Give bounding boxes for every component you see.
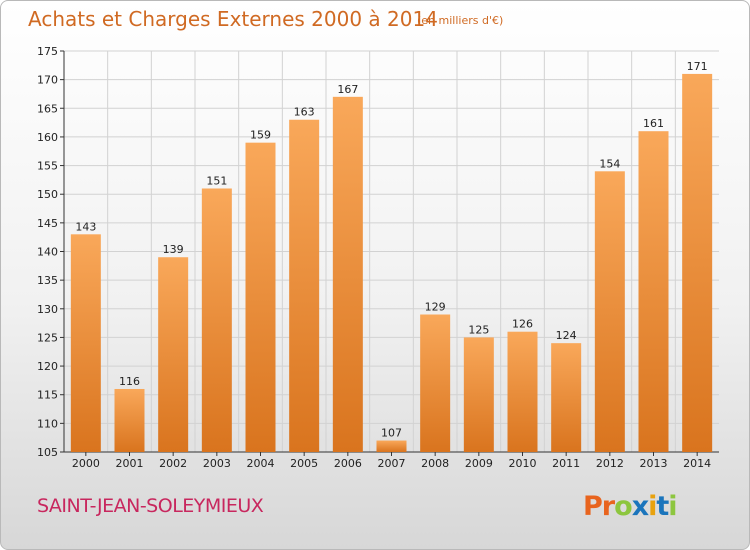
bar	[551, 343, 582, 452]
y-tick-label: 145	[37, 217, 58, 230]
bar	[245, 142, 276, 452]
bar-value-label: 163	[294, 106, 315, 119]
bar-value-label: 116	[119, 375, 140, 388]
chart-title: Achats et Charges Externes 2000 à 2014	[28, 7, 438, 31]
y-tick-label: 165	[37, 102, 58, 115]
bar	[70, 234, 101, 452]
y-tick-label: 125	[37, 331, 58, 344]
bar-value-label: 161	[643, 117, 664, 130]
bar-value-label: 167	[337, 83, 358, 96]
y-tick-label: 115	[37, 389, 58, 402]
x-tick-label: 2002	[159, 457, 187, 470]
logo-letter: o	[614, 491, 633, 522]
x-tick-label: 2007	[378, 457, 406, 470]
logo-letter: r	[601, 491, 615, 522]
logo-letter: x	[631, 491, 649, 522]
chart-unit: (en milliers d'€)	[417, 14, 504, 27]
x-tick-label: 2006	[334, 457, 362, 470]
bar	[201, 188, 232, 452]
bar	[682, 73, 713, 453]
bars	[70, 73, 713, 453]
logo-letter: t	[656, 491, 669, 522]
bar	[463, 337, 494, 452]
place-name: SAINT-JEAN-SOLEYMIEUX	[37, 495, 264, 517]
x-tick-label: 2011	[552, 457, 580, 470]
logo-letter: i	[668, 491, 677, 522]
bar-value-label: 129	[425, 301, 446, 314]
bar	[420, 314, 451, 452]
labels: 143 2000 116 2001 139 2002 151 2003 159 2004 163 20…	[72, 60, 711, 470]
bar-value-label: 154	[599, 157, 620, 170]
y-tick-label: 170	[37, 74, 58, 87]
bar-value-label: 125	[468, 323, 489, 336]
y-tick-label: 155	[37, 160, 58, 173]
x-tick-label: 2014	[683, 457, 711, 470]
bar	[376, 440, 407, 452]
proxiti-logo: Proxiti	[583, 491, 678, 522]
x-tick-label: 2009	[465, 457, 493, 470]
y-tick-label: 175	[37, 45, 58, 58]
bar	[289, 119, 320, 452]
y-tick-label: 110	[37, 417, 58, 430]
y-tick-label: 140	[37, 246, 58, 259]
bar-value-label: 171	[687, 60, 708, 73]
x-tick-label: 2000	[72, 457, 100, 470]
logo-letter: i	[648, 491, 657, 522]
bar-value-label: 126	[512, 318, 533, 331]
bar	[114, 388, 145, 452]
axes: 105 110 115 120 125 130 135 140 145 150 155 160 165 1…	[37, 45, 719, 459]
y-tick-label: 150	[37, 188, 58, 201]
x-tick-label: 2013	[640, 457, 668, 470]
bar-value-label: 143	[75, 220, 96, 233]
y-tick-label: 135	[37, 274, 58, 287]
bar-value-label: 124	[556, 329, 577, 342]
bar	[332, 96, 363, 452]
y-tick-label: 105	[37, 446, 58, 459]
x-tick-label: 2005	[290, 457, 318, 470]
bar	[594, 171, 625, 453]
y-tick-label: 120	[37, 360, 58, 373]
bar-value-label: 107	[381, 427, 402, 440]
bar-value-label: 159	[250, 129, 271, 142]
x-tick-label: 2004	[247, 457, 275, 470]
x-tick-label: 2010	[509, 457, 537, 470]
logo-letter: P	[583, 491, 603, 522]
x-tick-label: 2008	[421, 457, 449, 470]
y-tick-label: 130	[37, 303, 58, 316]
x-tick-label: 2012	[596, 457, 624, 470]
bar	[507, 331, 538, 452]
x-tick-label: 2003	[203, 457, 231, 470]
y-tick-label: 160	[37, 131, 58, 144]
bar	[158, 257, 189, 452]
bar-value-label: 151	[206, 174, 227, 187]
bar	[638, 131, 669, 452]
x-tick-label: 2001	[116, 457, 144, 470]
bar-value-label: 139	[163, 243, 184, 256]
